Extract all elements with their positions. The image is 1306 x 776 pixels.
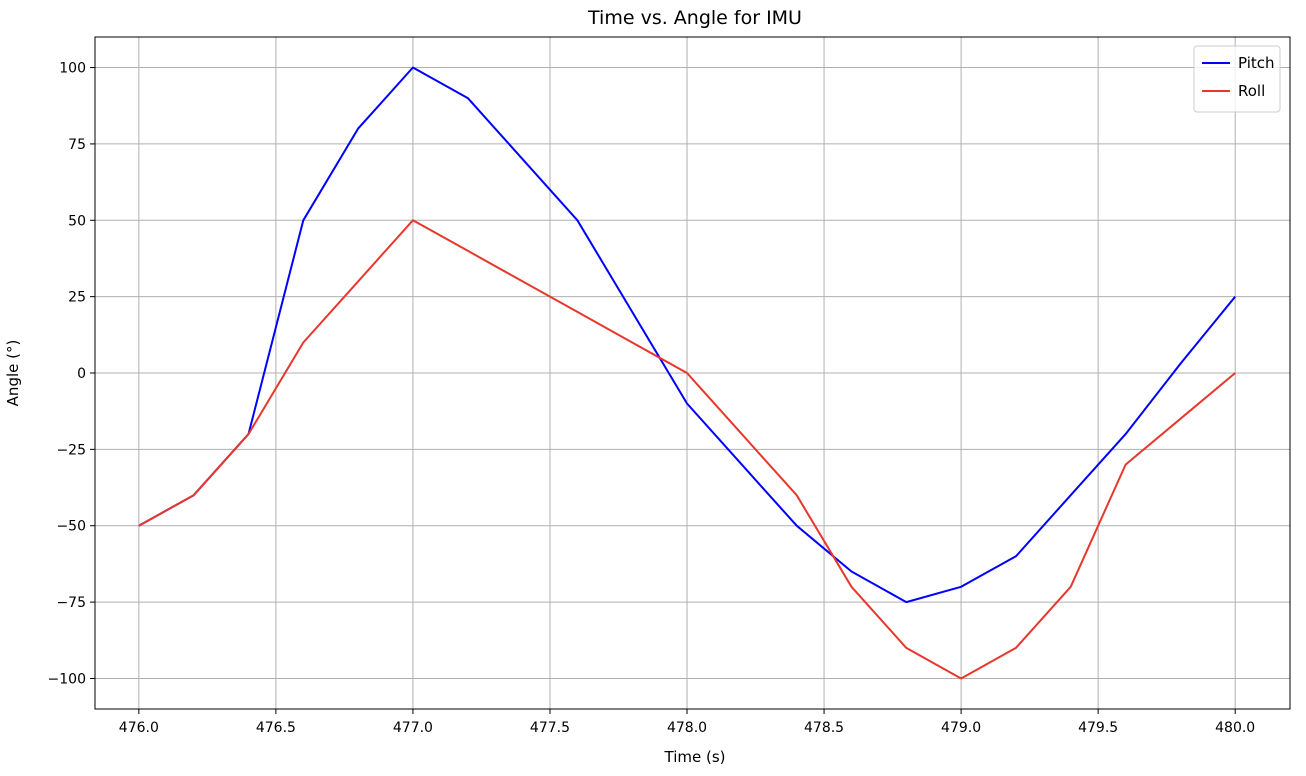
x-axis: 476.0 476.5 477.0 477.5 478.0 478.5 479.0 479.5…: [119, 709, 1255, 736]
y-axis-title: Angle (°): [4, 340, 22, 407]
y-tick-label: 75: [68, 137, 86, 153]
y-tick-label: −50: [56, 519, 86, 535]
x-tick-label: 478.5: [804, 720, 844, 736]
series-line-pitch: [138, 66, 1236, 604]
x-axis-title: Time (s): [664, 748, 726, 766]
y-tick-label: 25: [68, 290, 86, 306]
x-tick-label: 478.0: [667, 720, 707, 736]
y-tick-label: 50: [68, 213, 86, 229]
grid-lines: [95, 37, 1290, 709]
y-tick-label: −75: [56, 595, 86, 611]
chart-title: Time vs. Angle for IMU: [587, 7, 802, 29]
y-tick-label: 100: [59, 61, 86, 77]
x-tick-label: 479.5: [1078, 720, 1118, 736]
series-layer: [138, 66, 1236, 680]
series-line-roll: [138, 219, 1236, 680]
legend: Pitch Roll: [1193, 45, 1281, 113]
x-tick-label: 476.5: [256, 720, 296, 736]
legend-label-roll: Roll: [1238, 82, 1265, 100]
x-tick-label: 480.0: [1215, 720, 1255, 736]
y-axis: 100 75 50 25 0 −25 −50 −75 −100: [48, 61, 95, 687]
y-tick-label: −100: [48, 671, 86, 687]
x-tick-label: 477.0: [393, 720, 433, 736]
x-tick-label: 476.0: [119, 720, 159, 736]
y-tick-label: −25: [56, 442, 86, 458]
y-tick-label: 0: [77, 366, 86, 382]
legend-label-pitch: Pitch: [1238, 54, 1275, 72]
x-tick-label: 479.0: [941, 720, 981, 736]
x-tick-label: 477.5: [530, 720, 570, 736]
